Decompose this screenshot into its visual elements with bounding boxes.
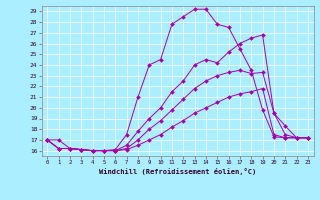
X-axis label: Windchill (Refroidissement éolien,°C): Windchill (Refroidissement éolien,°C) [99,168,256,175]
